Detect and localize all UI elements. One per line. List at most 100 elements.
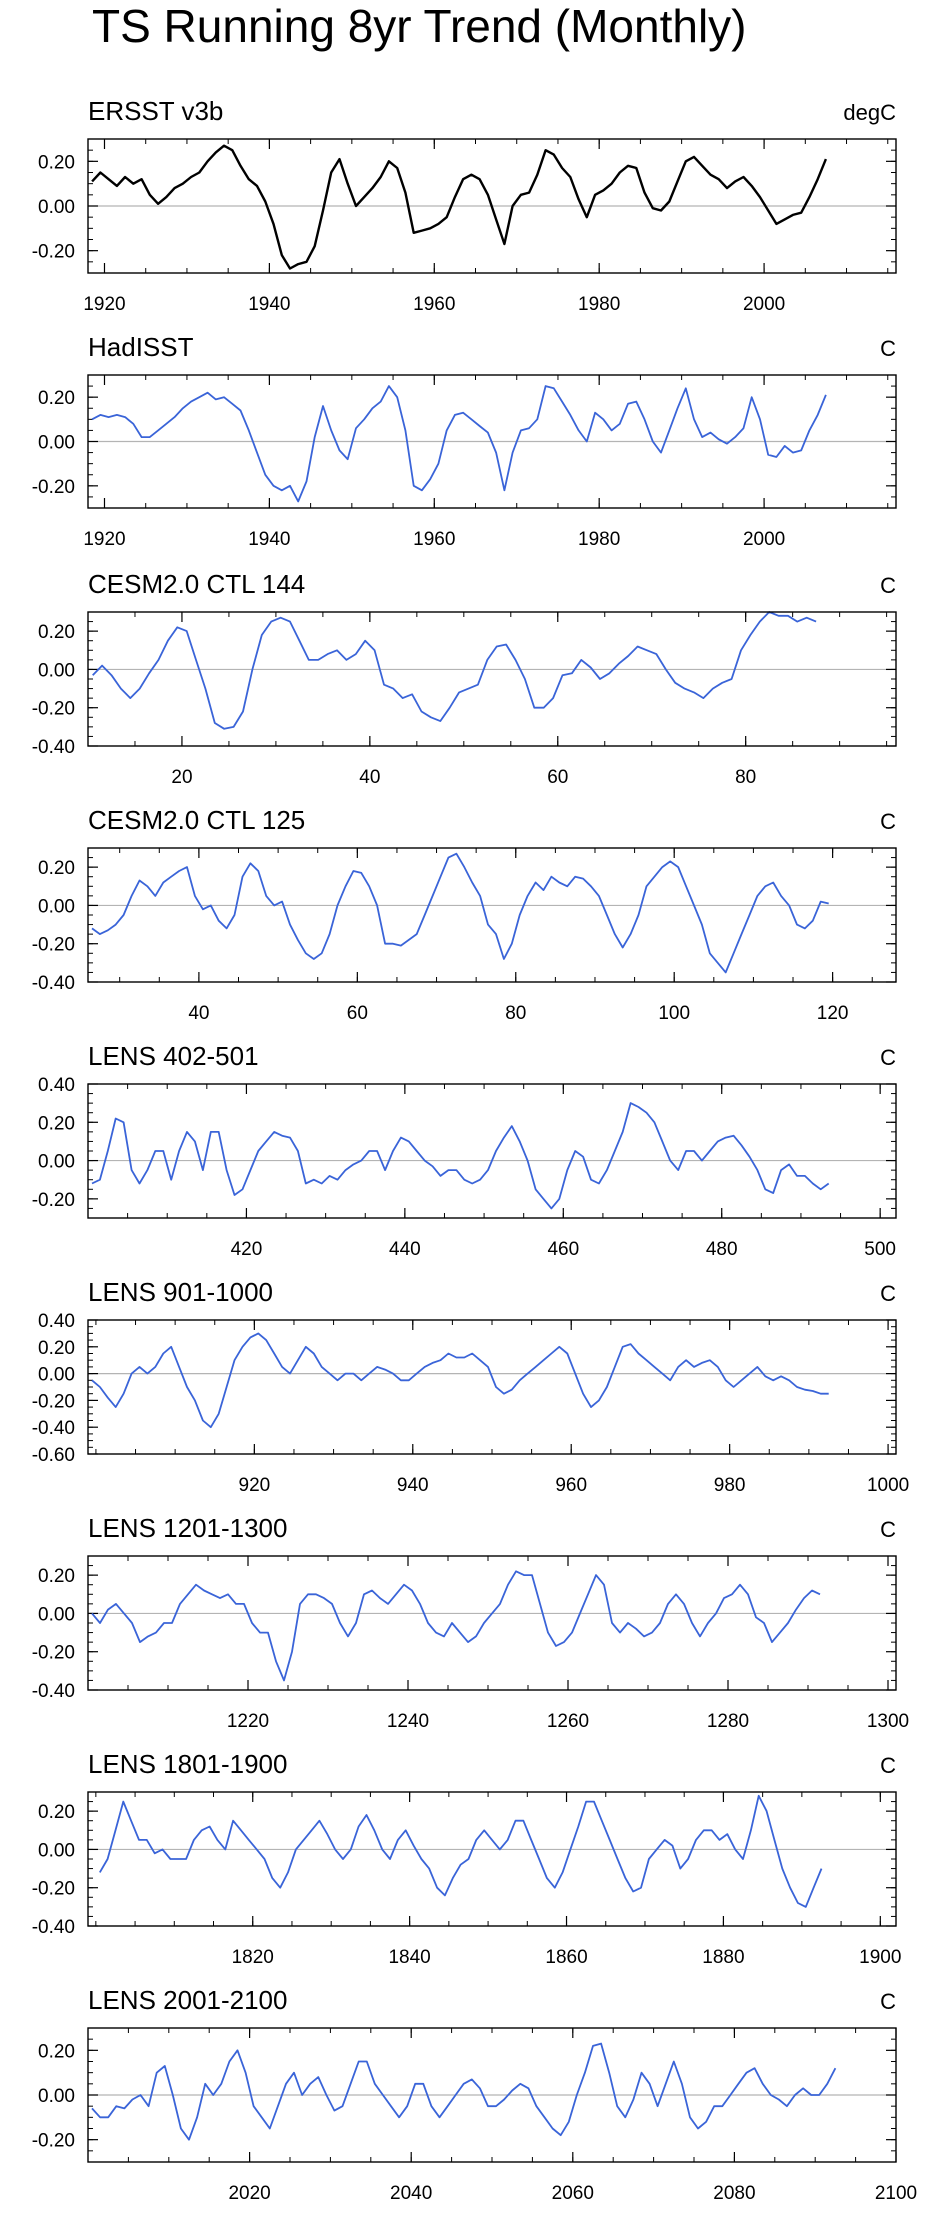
x-tick-label: 1880 <box>702 1947 744 1968</box>
x-tick-label: 40 <box>359 767 380 788</box>
x-tick-label: 80 <box>505 1003 526 1024</box>
panel-units: C <box>880 1281 896 1306</box>
x-tick-label: 60 <box>347 1003 368 1024</box>
plot-frame <box>87 1791 897 1927</box>
panel-title: CESM2.0 CTL 125 <box>88 805 305 835</box>
series-line <box>91 1570 821 1682</box>
x-tick-label: 1000 <box>867 1475 909 1496</box>
panel-title: ERSST v3b <box>88 96 223 126</box>
series-line <box>91 1332 829 1429</box>
chart-panel: LENS 402-501 C 420 440 460 480 500 0.40 0.20 0.00… <box>32 1041 897 1260</box>
panel-units: C <box>880 1989 896 2014</box>
plot-frame <box>87 847 897 983</box>
y-tick-label: 0.00 <box>38 433 75 454</box>
y-tick-label: 0.00 <box>38 1365 75 1386</box>
y-tick-label: -0.20 <box>32 699 75 720</box>
y-tick-label: -0.60 <box>32 1445 75 1466</box>
series-line <box>91 144 828 270</box>
y-tick-label: 0.20 <box>38 152 75 173</box>
y-tick-label: 0.00 <box>38 1152 75 1173</box>
series-line <box>91 385 827 503</box>
x-tick-label: 1980 <box>578 529 620 550</box>
x-tick-label: 420 <box>231 1239 263 1260</box>
x-tick-label: 1840 <box>388 1947 430 1968</box>
x-tick-label: 100 <box>658 1003 690 1024</box>
y-tick-label: 0.20 <box>38 1802 75 1823</box>
y-tick-label: -0.20 <box>32 1879 75 1900</box>
y-tick-label: 0.20 <box>38 622 75 643</box>
y-tick-label: 0.20 <box>38 858 75 879</box>
series-line <box>91 852 829 974</box>
y-tick-label: 0.20 <box>38 388 75 409</box>
panel-units: C <box>880 336 896 361</box>
y-tick-label: 0.00 <box>38 1840 75 1861</box>
y-tick-label: 0.00 <box>38 1604 75 1625</box>
panels-container: ERSST v3b degC 1920 1940 1960 1980 2000 0.20 0.0… <box>32 96 917 2204</box>
panel-units: C <box>880 809 896 834</box>
y-tick-label: -0.40 <box>32 1917 75 1938</box>
y-tick-label: 0.00 <box>38 197 75 218</box>
y-tick-label: 0.20 <box>38 1338 75 1359</box>
chart-panel: CESM2.0 CTL 125 C 40 60 80 100 120 0.20 0.00 -0.2… <box>32 805 897 1024</box>
y-tick-label: -0.20 <box>32 935 75 956</box>
x-tick-label: 1220 <box>227 1711 269 1732</box>
panel-title: LENS 2001-2100 <box>88 1985 287 2015</box>
plot-frame <box>87 1083 897 1219</box>
x-tick-label: 1280 <box>707 1711 749 1732</box>
panel-title: CESM2.0 CTL 144 <box>88 569 305 599</box>
panel-units: C <box>880 573 896 598</box>
x-tick-label: 1260 <box>547 1711 589 1732</box>
x-tick-label: 1960 <box>413 294 455 315</box>
series-line <box>91 2042 837 2141</box>
y-tick-label: -0.20 <box>32 1391 75 1412</box>
x-tick-label: 480 <box>706 1239 738 1260</box>
x-tick-label: 2020 <box>228 2183 270 2204</box>
x-tick-label: 2040 <box>390 2183 432 2204</box>
x-tick-label: 1940 <box>248 529 290 550</box>
x-tick-label: 1920 <box>83 529 125 550</box>
y-tick-label: -0.40 <box>32 1681 75 1702</box>
series-line <box>91 1102 830 1210</box>
x-tick-label: 1960 <box>413 529 455 550</box>
y-tick-label: 0.00 <box>38 896 75 917</box>
x-tick-label: 2100 <box>875 2183 917 2204</box>
y-tick-label: -0.20 <box>32 1643 75 1664</box>
y-tick-label: 0.20 <box>38 1566 75 1587</box>
x-tick-label: 1300 <box>867 1711 909 1732</box>
chart-panel: LENS 1801-1900 C 1820 1840 1860 1880 1900 0.20 0… <box>32 1749 902 1968</box>
x-tick-label: 920 <box>239 1475 271 1496</box>
panel-units: C <box>880 1517 896 1542</box>
chart-panel: LENS 901-1000 C 920 940 960 980 1000 0.40 0.20 0.… <box>32 1277 910 1496</box>
chart-panel: HadISST C 1920 1940 1960 1980 2000 0.20 0.00 -0.2… <box>32 332 897 550</box>
x-tick-label: 440 <box>389 1239 421 1260</box>
plot-frame <box>87 611 897 747</box>
x-tick-label: 1900 <box>859 1947 901 1968</box>
x-tick-label: 2080 <box>713 2183 755 2204</box>
x-tick-label: 20 <box>171 767 192 788</box>
x-tick-label: 940 <box>397 1475 429 1496</box>
x-tick-label: 2000 <box>743 529 785 550</box>
chart-panel: ERSST v3b degC 1920 1940 1960 1980 2000 0.20 0.0… <box>32 96 897 315</box>
chart-panel: CESM2.0 CTL 144 C 20 40 60 80 0.20 0.00 -0.20 -0.… <box>32 569 897 788</box>
x-tick-label: 40 <box>188 1003 209 1024</box>
x-tick-label: 1920 <box>83 294 125 315</box>
x-tick-label: 80 <box>735 767 756 788</box>
panel-title: LENS 1801-1900 <box>88 1749 287 1779</box>
x-tick-label: 1820 <box>232 1947 274 1968</box>
y-tick-label: -0.20 <box>32 1190 75 1211</box>
panel-title: LENS 1201-1300 <box>88 1513 287 1543</box>
panel-title: LENS 402-501 <box>88 1041 259 1071</box>
panel-units: C <box>880 1045 896 1070</box>
x-tick-label: 460 <box>547 1239 579 1260</box>
y-tick-label: 0.20 <box>38 1113 75 1134</box>
x-tick-label: 1860 <box>545 1947 587 1968</box>
panel-title: LENS 901-1000 <box>88 1277 273 1307</box>
panel-title: HadISST <box>88 332 194 362</box>
y-tick-label: -0.40 <box>32 1418 75 1439</box>
x-tick-label: 1240 <box>387 1711 429 1732</box>
y-tick-label: -0.20 <box>32 242 75 263</box>
plot-frame <box>87 1319 897 1455</box>
chart-panel: LENS 1201-1300 C 1220 1240 1260 1280 1300 0.20 0… <box>32 1513 909 1732</box>
series-line <box>99 1794 823 1908</box>
